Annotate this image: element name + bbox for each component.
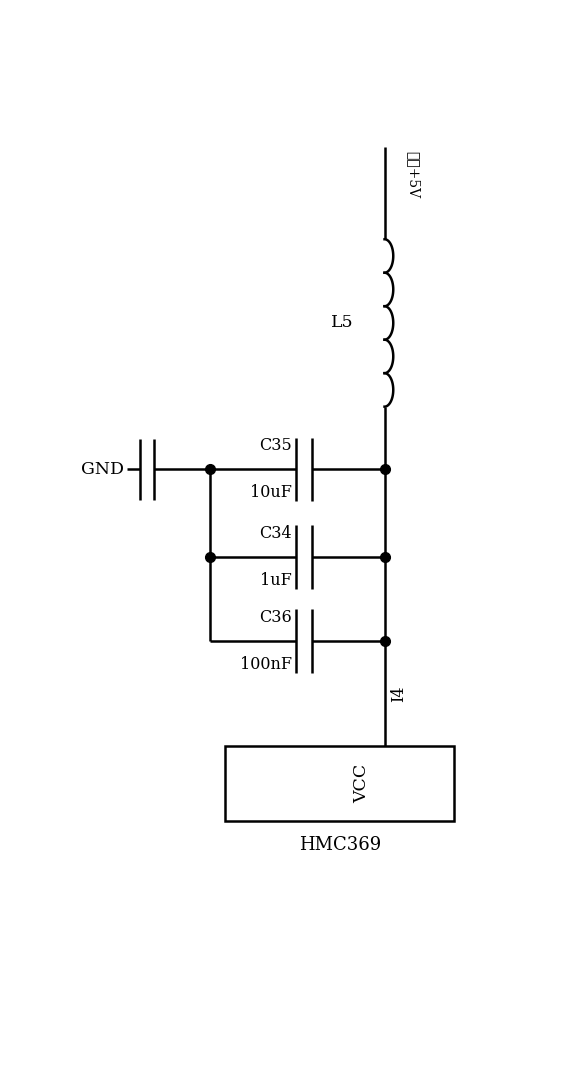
Text: I4: I4 [390,685,406,701]
Text: C34: C34 [259,525,292,542]
Text: C36: C36 [259,609,292,626]
Text: HMC369: HMC369 [299,836,381,854]
Text: L5: L5 [332,314,354,332]
Bar [225,746,454,821]
Text: GND: GND [82,461,124,478]
Text: 10uF: 10uF [250,485,292,501]
Text: 1uF: 1uF [260,573,292,589]
Text: VCC: VCC [353,764,370,803]
Text: C35: C35 [259,437,292,454]
Text: 100nF: 100nF [240,657,292,673]
Text: 稳压+5V: 稳压+5V [406,151,421,199]
